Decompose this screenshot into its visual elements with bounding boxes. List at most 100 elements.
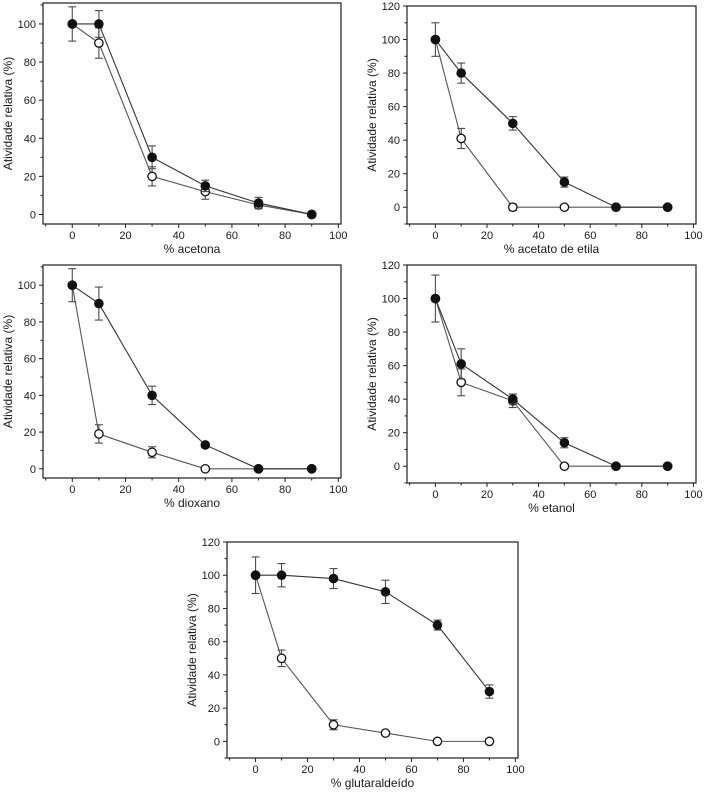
data-point-open	[94, 38, 104, 48]
series-filled	[250, 556, 495, 699]
series-filled	[67, 6, 317, 220]
data-point-open	[484, 736, 495, 747]
data-point-open	[200, 463, 211, 474]
y-tick-label: 80	[388, 68, 400, 80]
plot-frame	[42, 264, 342, 479]
data-point-filled	[380, 587, 391, 597]
series-line	[434, 39, 668, 208]
x-tick-label: 40	[173, 484, 185, 496]
y-tick-label: 40	[388, 135, 400, 147]
data-point-filled	[200, 181, 211, 191]
y-axis-label: Atividade relativa (%)	[365, 58, 379, 171]
x-tick-label: 100	[684, 230, 702, 242]
x-axis-label: % acetato de etila	[504, 242, 600, 256]
y-tick-label: 20	[208, 703, 220, 715]
x-tick-label: 60	[405, 764, 417, 776]
data-point-open	[559, 202, 570, 213]
x-tick-label: 0	[69, 484, 75, 496]
data-point-filled	[328, 573, 339, 584]
x-axis-label: % acetona	[164, 242, 221, 256]
y-tick-label: 20	[24, 171, 36, 183]
y-tick-label: 0	[30, 464, 36, 476]
x-tick-label: 0	[432, 230, 438, 242]
x-tick-label: 80	[279, 484, 291, 496]
y-tick-label: 100	[382, 35, 400, 47]
y-tick-label: 60	[208, 637, 220, 649]
data-point-filled	[253, 464, 264, 474]
x-tick-label: 20	[481, 230, 493, 242]
y-tick-label: 60	[24, 354, 36, 366]
series-line	[71, 285, 312, 470]
data-point-open	[507, 202, 518, 213]
y-axis-label: Atividade relativa (%)	[185, 593, 199, 706]
y-tick-label: 40	[388, 394, 400, 406]
y-tick-label: 120	[202, 537, 220, 549]
etanol-plot: 0 20 40 60 80 100 0 20 40 60 80 100 120 % etanol Ativi…	[365, 260, 703, 515]
y-tick-label: 100	[18, 280, 36, 292]
data-point-open	[147, 171, 157, 182]
y-tick-label: 40	[24, 390, 36, 402]
series-open	[67, 280, 317, 474]
data-point-filled	[662, 461, 673, 472]
series-open	[430, 293, 673, 472]
y-tick-label: 20	[388, 428, 400, 440]
x-tick-label: 20	[119, 230, 131, 242]
data-point-filled	[559, 437, 570, 448]
x-axis-label: % glutaraldeído	[331, 776, 415, 790]
y-tick-label: 20	[24, 427, 36, 439]
x-tick-label: 40	[532, 489, 544, 501]
x-axis-label: % etanol	[528, 501, 575, 515]
data-point-filled	[306, 209, 317, 220]
chart-acetona: 0 20 40 60 80 100 0 20 40 60 80 100 % acetona Ativida…	[0, 0, 356, 258]
x-tick-label: 100	[329, 484, 347, 496]
x-tick-label: 60	[226, 484, 238, 496]
acetato-de-etila-plot: 0 20 40 60 80 100 0 20 40 60 80 100 120 % acetato de …	[365, 1, 703, 256]
series-filled	[430, 274, 673, 472]
series-line	[71, 284, 312, 470]
data-point-open	[328, 719, 339, 730]
x-tick-label: 40	[173, 230, 185, 242]
y-tick-label: 100	[202, 570, 220, 582]
data-point-open	[559, 461, 570, 472]
y-tick-label: 60	[24, 95, 36, 107]
y-axis-label: Atividade relativa (%)	[1, 315, 15, 428]
x-tick-label: 0	[432, 489, 438, 501]
y-axis-label: Atividade relativa (%)	[365, 317, 379, 430]
x-tick-label: 0	[69, 230, 75, 242]
chart-dioxano: 0 20 40 60 80 100 0 20 40 60 80 100 % dioxano Ativida…	[0, 258, 356, 520]
x-tick-label: 100	[684, 489, 702, 501]
data-point-filled	[456, 68, 466, 78]
y-tick-label: 80	[208, 603, 220, 615]
series-line	[72, 23, 312, 216]
y-tick-label: 100	[382, 294, 400, 306]
x-tick-label: 20	[481, 489, 493, 501]
y-tick-label: 60	[388, 102, 400, 114]
data-point-filled	[611, 461, 621, 472]
series-open	[250, 570, 495, 747]
series-filled	[430, 22, 673, 213]
series-line	[434, 298, 668, 467]
x-tick-label: 80	[279, 230, 291, 242]
data-point-open	[456, 133, 467, 144]
series-line	[255, 575, 490, 742]
data-point-filled	[456, 359, 466, 369]
y-tick-label: 0	[214, 736, 220, 748]
x-axis-label: % dioxano	[164, 496, 220, 510]
acetona-plot: 0 20 40 60 80 100 0 20 40 60 80 100 % acetona Ativida…	[1, 2, 348, 256]
data-point-filled	[507, 394, 518, 404]
data-point-filled	[67, 19, 78, 29]
data-point-filled	[306, 464, 317, 474]
series-open	[67, 19, 317, 220]
x-tick-label: 20	[119, 484, 131, 496]
y-tick-label: 40	[208, 670, 220, 682]
y-tick-label: 60	[388, 361, 400, 373]
y-tick-label: 0	[30, 209, 36, 221]
y-tick-label: 120	[382, 1, 400, 13]
y-tick-label: 120	[382, 260, 400, 272]
x-tick-label: 60	[584, 489, 596, 501]
data-point-open	[380, 728, 391, 738]
y-tick-label: 0	[394, 202, 400, 214]
x-tick-label: 40	[532, 230, 544, 242]
plot-frame	[42, 2, 342, 225]
